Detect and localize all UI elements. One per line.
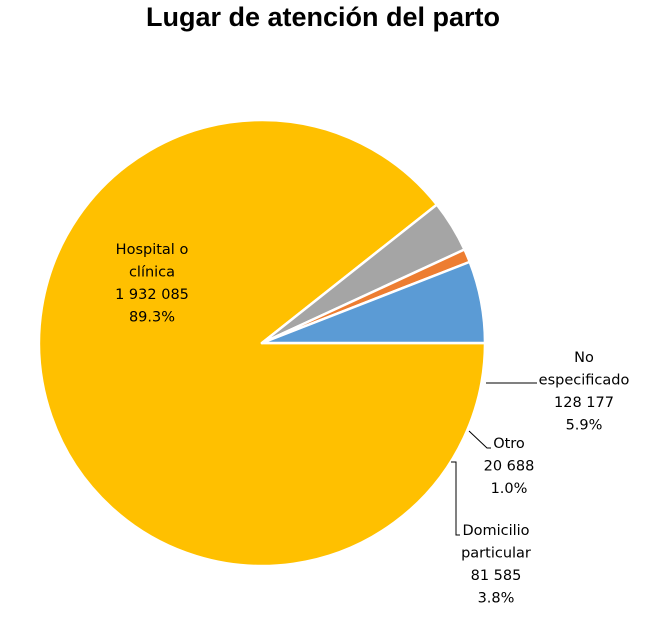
data-label-hospital-value: 1 932 085 bbox=[115, 287, 189, 303]
data-label-no-especificado-value: 128 177 bbox=[554, 395, 614, 411]
data-label-domicilio-value: 81 585 bbox=[471, 568, 522, 584]
data-label-domicilio: Domicilio particular 81 585 3.8% bbox=[461, 523, 531, 607]
data-label-no-especificado-percent: 5.9% bbox=[566, 418, 603, 434]
data-label-domicilio-percent: 3.8% bbox=[478, 591, 515, 607]
data-label-otro: Otro 20 688 1.0% bbox=[484, 436, 535, 497]
data-labels: Hospital o clínica 1 932 085 89.3% Domicilio… bbox=[115, 242, 629, 607]
data-label-domicilio-name: particular bbox=[461, 546, 531, 562]
data-label-hospital: Hospital o clínica 1 932 085 89.3% bbox=[115, 242, 189, 326]
data-label-no-especificado-name: No bbox=[574, 350, 594, 366]
data-label-otro-value: 20 688 bbox=[484, 459, 535, 475]
chart-title: Lugar de atención del parto bbox=[145, 2, 501, 32]
pie-slices bbox=[37, 118, 487, 568]
data-label-otro-percent: 1.0% bbox=[491, 481, 528, 497]
leader-lines bbox=[451, 382, 537, 536]
data-label-hospital-name: clínica bbox=[129, 265, 175, 281]
data-label-otro-name: Otro bbox=[493, 436, 525, 452]
data-label-domicilio-name: Domicilio bbox=[462, 523, 529, 539]
data-label-no-especificado-name: especificado bbox=[539, 373, 630, 389]
pie-slice-no-especificado bbox=[260, 260, 487, 345]
data-label-hospital-percent: 89.3% bbox=[129, 310, 175, 326]
data-label-hospital-name: Hospital o bbox=[116, 242, 189, 258]
leader-line-otro bbox=[468, 430, 491, 449]
leader-line-domicilio bbox=[451, 461, 460, 536]
data-label-no-especificado: No especificado 128 177 5.9% bbox=[539, 350, 630, 434]
